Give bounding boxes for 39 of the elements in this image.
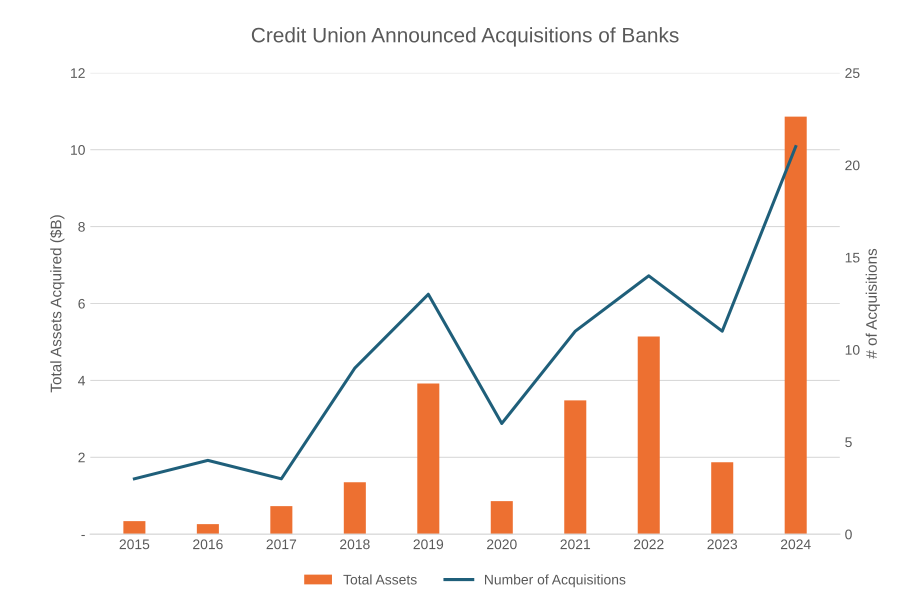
y2-tick-label: 0: [845, 529, 852, 540]
y-tick-label: 10: [71, 145, 85, 155]
y2-tick-label: 5: [845, 437, 852, 448]
x-tick-label: 2023: [707, 539, 738, 550]
bar: [711, 462, 734, 534]
y-tick-label: 4: [78, 376, 86, 386]
bar: [417, 383, 440, 534]
y-axis-title: Total Assets Acquired ($B): [50, 215, 64, 392]
y-tick-label: 6: [78, 298, 85, 309]
x-tick-label: 2015: [120, 539, 150, 550]
y-tick-label: -: [81, 534, 85, 536]
bar: [564, 400, 586, 534]
x-tick-label: 2016: [193, 539, 223, 550]
y-tick-label: 2: [78, 452, 85, 462]
chart-title: Credit Union Announced Acquisitions of Banks: [252, 27, 679, 47]
x-tick-label: 2024: [780, 539, 811, 550]
y2-tick-label: 10: [846, 344, 860, 355]
x-tick-label: 2019: [414, 539, 444, 550]
x-tick-label: 2021: [560, 539, 590, 550]
y2-tick-label: 25: [845, 68, 860, 78]
bar: [270, 506, 292, 534]
bar: [638, 336, 660, 534]
x-tick-label: 2022: [634, 539, 664, 550]
y-tick-label: 8: [78, 222, 85, 232]
bar: [344, 482, 366, 534]
y2-tick-label: 15: [846, 252, 860, 263]
line-series: [132, 145, 798, 480]
y2-tick-label: 20: [845, 160, 860, 170]
x-tick-label: 2020: [487, 539, 517, 550]
bar: [490, 501, 513, 534]
legend-label: Number of Acquisitions: [484, 574, 626, 588]
legend-label: Total Assets: [343, 574, 417, 585]
bar: [123, 521, 146, 534]
x-tick-label: 2017: [266, 539, 296, 550]
x-tick-label: 2018: [340, 539, 370, 550]
bar: [784, 116, 807, 534]
y2-axis-title: # of Acquisitions: [866, 248, 880, 359]
y-tick-label: 12: [71, 68, 85, 78]
bar: [196, 524, 219, 534]
